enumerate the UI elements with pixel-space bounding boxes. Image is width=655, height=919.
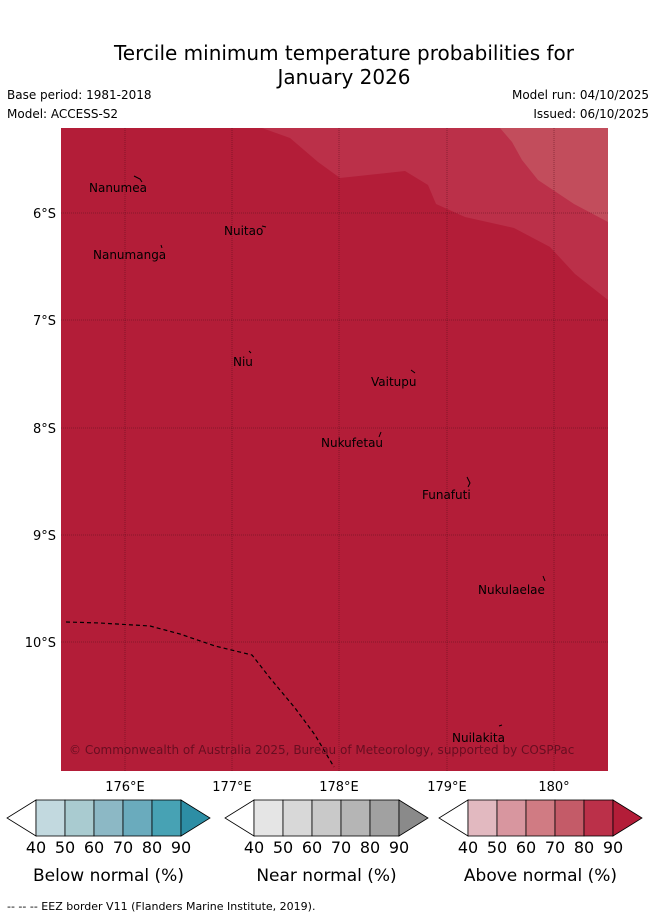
legend-tick-label: 60 [84, 838, 104, 857]
island-nukulaelae-shape [542, 575, 546, 582]
legend-tick-label: 40 [458, 838, 478, 857]
legend-tick-label: 90 [603, 838, 623, 857]
legend-color-cell [340, 799, 371, 837]
legend-title: Near normal (%) [256, 866, 396, 886]
island-funafuti-shape [466, 476, 471, 488]
legend-tick-label: 40 [26, 838, 46, 857]
island-nanumea-shape [133, 175, 143, 183]
legend-color-cell [525, 799, 556, 837]
base-period: Base period: 1981-2018 [7, 88, 152, 102]
legend-1: 40 50 60 70 80 90 Near normal (%) [224, 799, 429, 886]
legend-0: 40 50 60 70 80 90 Below normal (%) [6, 799, 211, 886]
legends: 40 50 60 70 80 90 Below normal (%) 40 50 60 70 80 90… [6, 799, 643, 886]
lat-label: 10°S [25, 636, 56, 651]
lat-label: 7°S [33, 314, 56, 329]
legend-tick-label: 80 [142, 838, 162, 857]
legend-tick-label: 90 [171, 838, 191, 857]
legend-tick-label: 70 [331, 838, 351, 857]
legend-2: 40 50 60 70 80 90 Above normal (%) [438, 799, 643, 886]
place-label: Nuitao [224, 224, 263, 238]
legend-color-cell [311, 799, 342, 837]
title-line-1: Tercile minimum temperature probabilitie… [113, 41, 575, 65]
legend-title: Below normal (%) [33, 866, 184, 886]
lon-label: 180° [538, 780, 569, 795]
lat-label: 6°S [33, 207, 56, 222]
eez-border [65, 621, 335, 768]
legend-color-cell [554, 799, 585, 837]
legend-over-arrow [398, 799, 429, 837]
legend-color-cell [35, 799, 66, 837]
legend-title: Above normal (%) [464, 866, 617, 886]
island-nukufetau-shape [378, 431, 382, 438]
title-line-2: January 2026 [277, 65, 411, 89]
legend-tick-label: 70 [545, 838, 565, 857]
legend-color-cell [64, 799, 95, 837]
islands [133, 175, 546, 727]
place-label: Nanumea [89, 181, 147, 195]
latitude-labels: 6°S 7°S 8°S 9°S 10°S [25, 207, 56, 651]
lat-label: 8°S [33, 422, 56, 437]
legend-tick-label: 60 [516, 838, 536, 857]
map-panel: Nanumea Nuitao Nanumanga Niu Vaitupu Nuk… [61, 128, 608, 771]
place-label: Vaitupu [371, 375, 417, 389]
issued-date: Issued: 06/10/2025 [533, 107, 649, 121]
lon-label: 177°E [212, 780, 252, 795]
eez-footnote: -- -- -- EEZ border V11 (Flanders Marine… [7, 900, 316, 913]
lon-label: 178°E [319, 780, 359, 795]
island-nanumanga-shape [160, 244, 163, 249]
legend-tick-label: 70 [113, 838, 133, 857]
legend-tick-label: 50 [55, 838, 75, 857]
place-label: Nukulaelae [478, 583, 545, 597]
legend-color-cell [253, 799, 284, 837]
legend-color-cell [496, 799, 527, 837]
legend-under-arrow [438, 799, 469, 837]
legend-color-cell [93, 799, 124, 837]
place-label: Nuilakita [452, 731, 505, 745]
island-niu-shape [248, 350, 252, 354]
place-label: Funafuti [422, 488, 471, 502]
legend-tick-label: 50 [487, 838, 507, 857]
probability-zone-above-90 [61, 128, 608, 771]
model-run: Model run: 04/10/2025 [511, 88, 649, 102]
probability-zone-above-80 [262, 128, 608, 300]
longitude-labels: 176°E 177°E 178°E 179°E 180° [105, 780, 569, 795]
legend-tick-label: 80 [360, 838, 380, 857]
legend-tick-label: 60 [302, 838, 322, 857]
island-vaitupu-shape [410, 369, 416, 374]
place-label: Niu [233, 355, 253, 369]
legend-color-cell [583, 799, 614, 837]
place-label: Nanumanga [93, 248, 166, 262]
map-title: Tercile minimum temperature probabilitie… [0, 41, 655, 89]
legend-tick-label: 90 [389, 838, 409, 857]
legend-tick-label: 50 [273, 838, 293, 857]
model-name: Model: ACCESS-S2 [7, 107, 119, 121]
legend-color-cell [122, 799, 153, 837]
legend-over-arrow [612, 799, 643, 837]
legend-color-cell [151, 799, 182, 837]
lat-label: 9°S [33, 529, 56, 544]
island-nuitao-shape [261, 225, 267, 228]
legend-tick-label: 40 [244, 838, 264, 857]
legend-color-cell [369, 799, 400, 837]
lon-label: 179°E [427, 780, 467, 795]
place-label: Nukufetau [321, 436, 383, 450]
legend-under-arrow [6, 799, 37, 837]
legend-under-arrow [224, 799, 255, 837]
legend-over-arrow [180, 799, 211, 837]
legend-color-cell [282, 799, 313, 837]
legend-tick-label: 80 [574, 838, 594, 857]
island-nuilakita-shape [498, 724, 503, 727]
legend-color-cell [467, 799, 498, 837]
lon-label: 176°E [105, 780, 145, 795]
copyright-notice: © Commonwealth of Australia 2025, Bureau… [69, 743, 574, 757]
